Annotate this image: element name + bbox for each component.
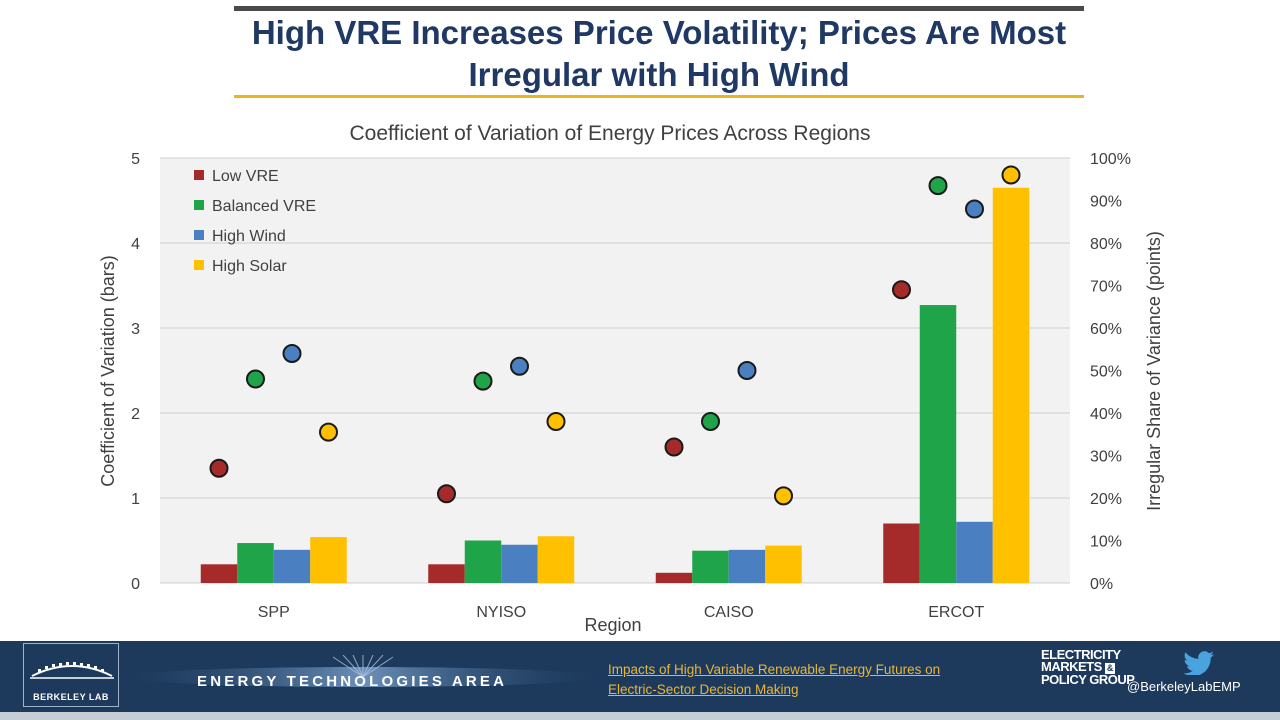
bar [692, 550, 729, 583]
y2-tick-label: 70% [1090, 279, 1122, 296]
twitter-handle[interactable]: @BerkeleyLabEMP [1127, 679, 1241, 694]
point [546, 412, 566, 431]
bar [464, 540, 502, 583]
energy-technologies-area-label: Energy Technologies Area [197, 673, 508, 690]
point [774, 486, 793, 506]
chart: Coefficient of Variation of Energy Price… [98, 122, 1164, 635]
y-tick-label: 5 [131, 151, 140, 168]
y2-tick-label: 0% [1090, 576, 1113, 593]
bar [883, 523, 920, 583]
y2-tick-label: 60% [1090, 321, 1122, 338]
x-tick-label: NYISO [476, 604, 526, 621]
slide-title: High VRE Increases Price Volatility; Pri… [234, 12, 1084, 96]
report-link-line1[interactable]: Impacts of High Variable Renewable Energ… [608, 662, 941, 677]
logo-text: BERKELEY LAB [33, 692, 109, 702]
y-tick-label: 0 [131, 576, 140, 593]
berkeley-lab-building-icon [30, 662, 114, 679]
point [1001, 165, 1021, 185]
title-top-rule [234, 6, 1084, 11]
point [664, 437, 684, 457]
legend-label: Balanced VRE [212, 198, 316, 215]
emp-logo-line2: MARKETS [1041, 659, 1102, 674]
footer-bar: BERKELEY LAB Energy Technologies Area Im… [0, 641, 1280, 712]
slide-title-line1: High VRE Increases Price Volatility; Pri… [251, 14, 1067, 51]
bar [765, 545, 802, 583]
point [437, 484, 456, 504]
bar [992, 187, 1030, 583]
bar [200, 564, 238, 583]
y-axis-label: Coefficient of Variation (bars) [98, 255, 118, 486]
legend-label: High Wind [212, 228, 286, 245]
legend-swatch [194, 200, 204, 210]
emp-logo-line3: POLICY GROUP [1041, 672, 1135, 687]
x-axis-label: Region [584, 615, 641, 635]
point [737, 361, 757, 380]
x-tick-label: SPP [258, 604, 290, 621]
y2-tick-label: 30% [1090, 449, 1122, 466]
plot-area [160, 158, 1070, 583]
emp-logo-amp: & [1104, 663, 1115, 674]
legend-swatch [194, 260, 204, 270]
bar [237, 543, 274, 583]
y2-tick-label: 20% [1090, 491, 1122, 508]
bar [919, 305, 957, 583]
x-tick-label: CAISO [704, 604, 754, 621]
legend-label: High Solar [212, 258, 287, 275]
bar [956, 521, 993, 583]
title-underline [234, 95, 1084, 98]
bar [501, 544, 538, 583]
chart-title: Coefficient of Variation of Energy Price… [350, 122, 871, 145]
emp-logo-line1: ELECTRICITY [1041, 647, 1121, 662]
y-tick-label: 2 [131, 406, 140, 423]
y2-tick-label: 100% [1090, 151, 1131, 168]
emp-logo[interactable]: ELECTRICITY MARKETS & POLICY GROUP [1041, 647, 1135, 687]
bar [428, 564, 465, 583]
y2-tick-label: 10% [1090, 534, 1122, 551]
point [701, 412, 720, 431]
x-tick-label: ERCOT [928, 604, 984, 621]
bar [273, 549, 311, 583]
y-tick-label: 3 [131, 321, 140, 338]
y2-tick-label: 90% [1090, 194, 1122, 211]
berkeley-lab-logo[interactable]: BERKELEY LAB [23, 643, 119, 707]
y2-tick-label: 50% [1090, 364, 1122, 381]
bar [310, 537, 347, 583]
y2-tick-label: 40% [1090, 406, 1122, 423]
point [282, 344, 302, 363]
y2-axis-label: Irregular Share of Variance (points) [1144, 231, 1164, 511]
bar [655, 572, 693, 583]
twitter-icon[interactable] [1183, 651, 1215, 675]
point [928, 176, 948, 196]
sunburst-band-icon [128, 655, 598, 687]
report-link-line2[interactable]: Electric-Sector Decision Making [608, 682, 799, 697]
legend-label: Low VRE [212, 168, 279, 185]
point [892, 280, 911, 300]
point [319, 422, 338, 442]
point [510, 356, 529, 376]
slide-title-line2: Irregular with High Wind [468, 56, 850, 93]
point [246, 369, 265, 389]
point [473, 371, 493, 391]
legend-swatch [194, 170, 204, 180]
point [209, 458, 229, 478]
y2-tick-label: 80% [1090, 236, 1122, 253]
bar [537, 536, 575, 583]
point [965, 199, 984, 219]
footer-bottom-strip [0, 712, 1280, 720]
legend-swatch [194, 230, 204, 240]
bar [728, 549, 766, 583]
y-tick-label: 1 [131, 491, 140, 508]
y-tick-label: 4 [131, 236, 140, 253]
